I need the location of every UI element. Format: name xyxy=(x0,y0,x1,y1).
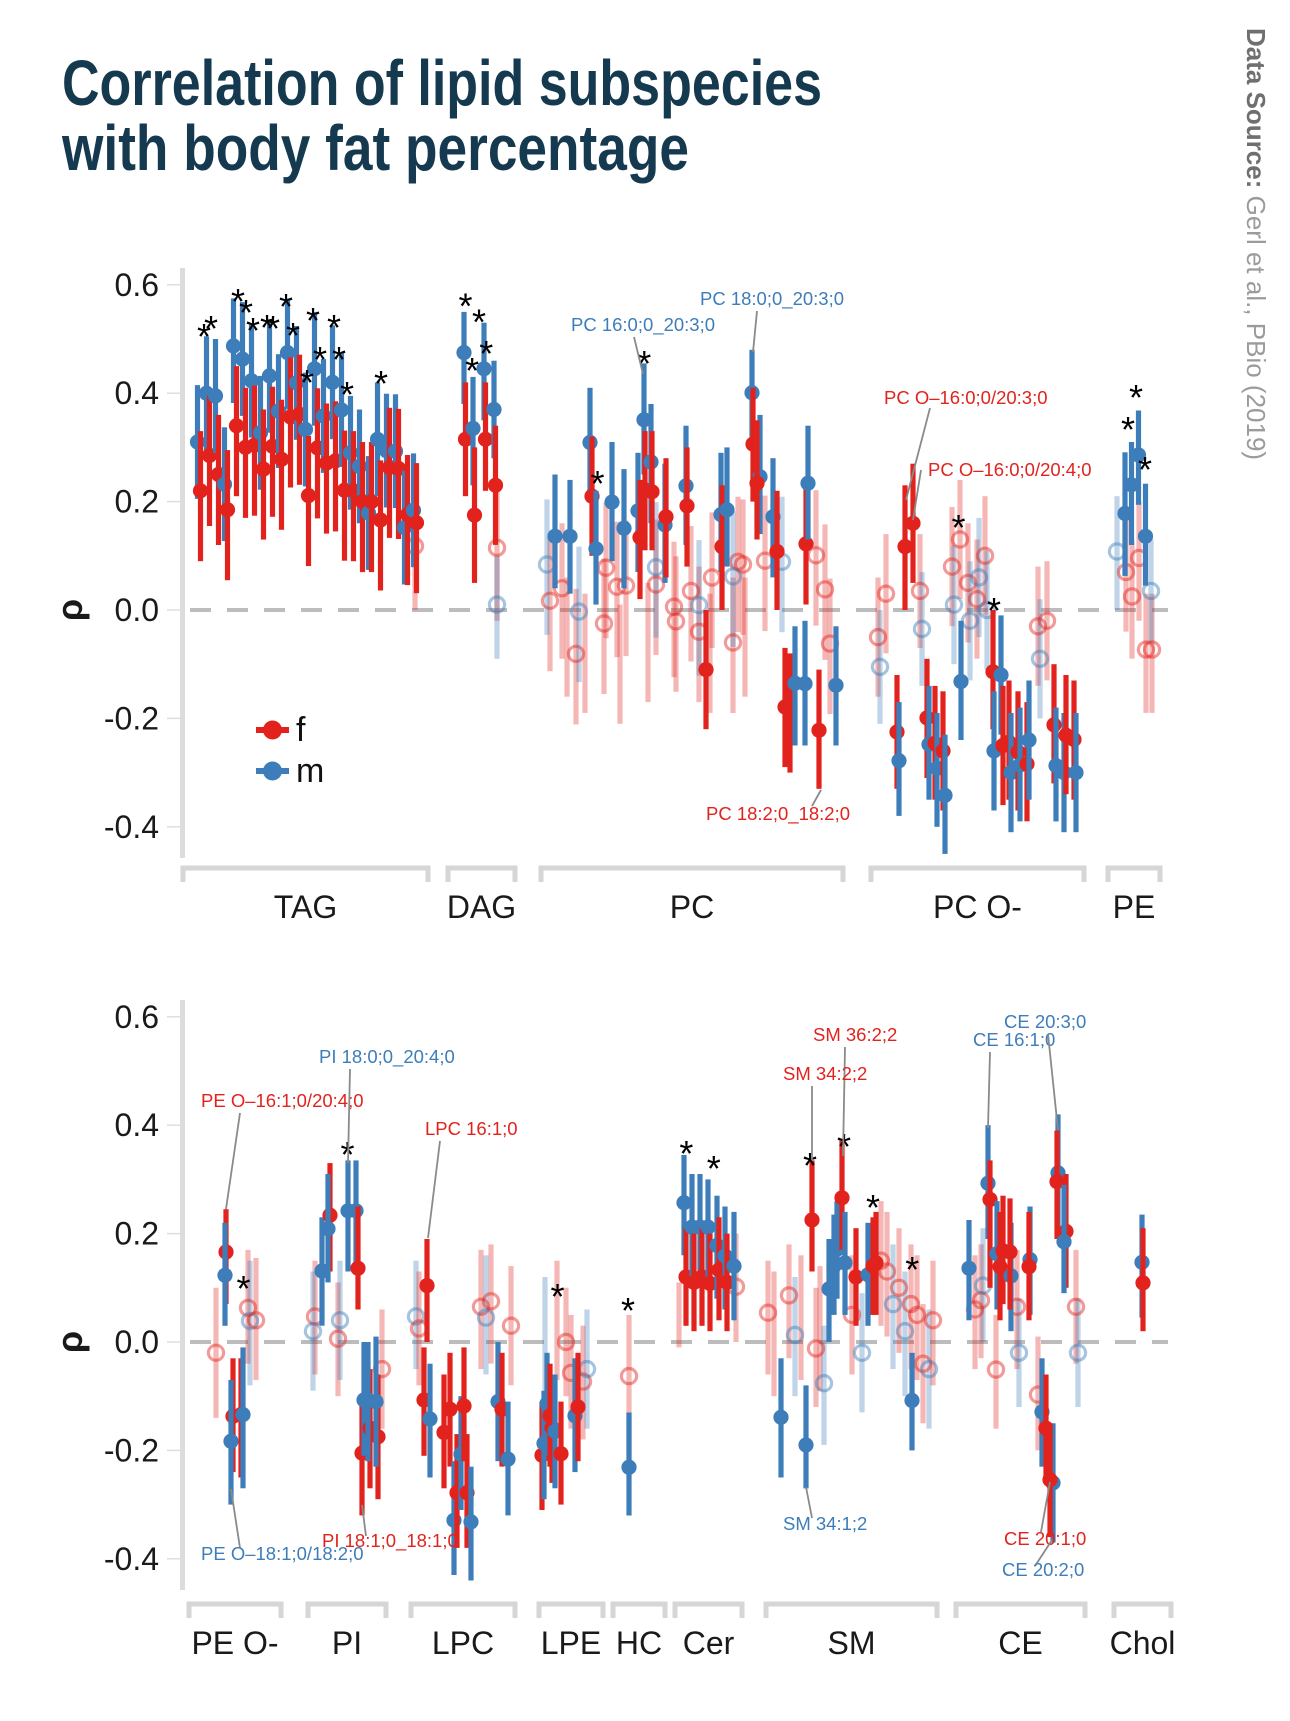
svg-text:CE 20:2;0: CE 20:2;0 xyxy=(1002,1559,1084,1580)
svg-text:PC 16:0;0_20:3;0: PC 16:0;0_20:3;0 xyxy=(571,314,715,336)
svg-text:*: * xyxy=(327,307,341,348)
svg-text:PE O–18:1;0/18:2;0: PE O–18:1;0/18:2;0 xyxy=(201,1543,364,1564)
svg-text:0.2: 0.2 xyxy=(115,484,159,520)
svg-text:0.4: 0.4 xyxy=(115,375,159,411)
svg-text:0.6: 0.6 xyxy=(115,267,159,303)
svg-text:PC 18:0;0_20:3;0: PC 18:0;0_20:3;0 xyxy=(700,288,844,310)
svg-text:Cer: Cer xyxy=(683,1625,735,1661)
svg-text:m: m xyxy=(296,752,324,790)
svg-text:DAG: DAG xyxy=(447,889,516,925)
svg-text:*: * xyxy=(637,343,651,384)
svg-text:PC 18:2;0_18:2;0: PC 18:2;0_18:2;0 xyxy=(706,803,850,825)
svg-text:0.6: 0.6 xyxy=(115,999,159,1035)
svg-text:*: * xyxy=(987,590,1001,631)
svg-text:*: * xyxy=(472,301,486,342)
svg-text:-0.2: -0.2 xyxy=(104,700,159,736)
svg-text:*: * xyxy=(236,1268,250,1309)
svg-text:SM: SM xyxy=(828,1625,876,1661)
svg-text:*: * xyxy=(313,339,327,380)
svg-text:*: * xyxy=(260,307,274,348)
svg-text:*: * xyxy=(465,350,479,391)
svg-text:PE O-: PE O- xyxy=(191,1625,278,1661)
svg-text:Correlation of lipid subspecie: Correlation of lipid subspecies xyxy=(62,47,822,119)
svg-text:-0.4: -0.4 xyxy=(104,1541,159,1577)
svg-text:PC: PC xyxy=(670,889,714,925)
svg-text:Chol: Chol xyxy=(1110,1625,1176,1661)
svg-text:*: * xyxy=(458,285,472,326)
svg-text:0.2: 0.2 xyxy=(115,1216,159,1252)
svg-text:TAG: TAG xyxy=(274,889,337,925)
svg-text:LPC: LPC xyxy=(432,1625,494,1661)
svg-text:*: * xyxy=(707,1148,721,1189)
svg-text:SM 34:2;2: SM 34:2;2 xyxy=(783,1063,867,1084)
svg-text:with body fat percentage: with body fat percentage xyxy=(61,112,689,184)
svg-text:*: * xyxy=(951,507,965,548)
svg-text:*: * xyxy=(479,333,493,374)
svg-text:-0.2: -0.2 xyxy=(104,1432,159,1468)
svg-text:LPC 16:1;0: LPC 16:1;0 xyxy=(425,1118,518,1139)
svg-text:HC: HC xyxy=(616,1625,662,1661)
svg-text:0.0: 0.0 xyxy=(115,592,159,628)
svg-text:ρ: ρ xyxy=(49,1331,90,1353)
svg-text:*: * xyxy=(300,362,314,403)
svg-text:*: * xyxy=(279,286,293,327)
svg-text:LPE: LPE xyxy=(541,1625,601,1661)
svg-text:*: * xyxy=(374,363,388,404)
svg-text:0.4: 0.4 xyxy=(115,1107,159,1143)
svg-text:PC O–16:0;0/20:4;0: PC O–16:0;0/20:4;0 xyxy=(928,459,1092,480)
svg-text:*: * xyxy=(679,1133,693,1174)
svg-text:PI 18:1;0_18:1;0: PI 18:1;0_18:1;0 xyxy=(322,1530,458,1552)
svg-text:SM 34:1;2: SM 34:1;2 xyxy=(783,1513,867,1534)
svg-text:*: * xyxy=(1138,449,1152,490)
svg-text:PE: PE xyxy=(1113,889,1156,925)
svg-text:ρ: ρ xyxy=(49,599,90,621)
svg-text:*: * xyxy=(1129,377,1143,418)
svg-text:SM 36:2;2: SM 36:2;2 xyxy=(813,1024,897,1045)
svg-text:PC O-: PC O- xyxy=(933,889,1022,925)
svg-text:*: * xyxy=(286,315,300,356)
svg-text:*: * xyxy=(231,281,245,322)
svg-text:*: * xyxy=(332,339,346,380)
svg-text:*: * xyxy=(803,1145,817,1186)
svg-text:*: * xyxy=(246,310,260,351)
svg-text:CE 20:1;0: CE 20:1;0 xyxy=(1004,1528,1086,1549)
svg-text:*: * xyxy=(197,316,211,357)
svg-text:f: f xyxy=(296,711,306,749)
svg-text:*: * xyxy=(590,463,604,504)
svg-text:*: * xyxy=(621,1290,635,1331)
svg-text:Data Source: Gerl et al., PBio: Data Source: Gerl et al., PBio (2019) xyxy=(1241,28,1271,460)
svg-text:PE O–16:1;0/20:4;0: PE O–16:1;0/20:4;0 xyxy=(201,1090,364,1111)
svg-text:*: * xyxy=(1121,409,1135,450)
svg-text:PI: PI xyxy=(332,1625,362,1661)
svg-text:CE: CE xyxy=(998,1625,1042,1661)
svg-text:-0.4: -0.4 xyxy=(104,809,159,845)
svg-text:*: * xyxy=(266,308,280,349)
svg-text:*: * xyxy=(340,374,354,415)
svg-text:PC O–16:0;0/20:3;0: PC O–16:0;0/20:3;0 xyxy=(884,387,1048,408)
svg-text:*: * xyxy=(239,292,253,333)
svg-text:CE 20:3;0: CE 20:3;0 xyxy=(1004,1011,1086,1032)
svg-text:*: * xyxy=(306,300,320,341)
svg-text:PI 18:0;0_20:4;0: PI 18:0;0_20:4;0 xyxy=(319,1046,455,1068)
svg-text:*: * xyxy=(204,308,218,349)
svg-text:*: * xyxy=(905,1249,919,1290)
svg-text:*: * xyxy=(866,1187,880,1228)
svg-text:*: * xyxy=(550,1276,564,1317)
svg-text:CE 16:1;0: CE 16:1;0 xyxy=(973,1029,1055,1050)
svg-text:0.0: 0.0 xyxy=(115,1324,159,1360)
